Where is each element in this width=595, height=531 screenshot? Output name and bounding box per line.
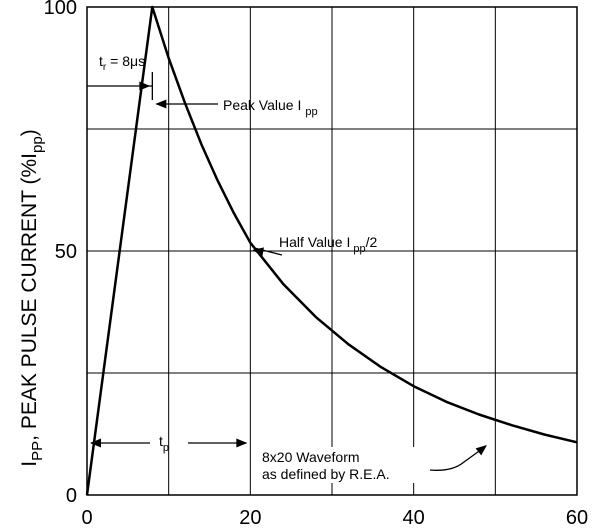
tp-right-arrow-head <box>236 438 248 448</box>
annotation-arrows <box>87 72 487 471</box>
y-tick-label: 0 <box>66 485 77 507</box>
x-tick-label: 60 <box>566 507 588 529</box>
waveform-label-line1: 8x20 Waveform <box>262 449 360 465</box>
tp-label: tp <box>159 433 169 454</box>
waveform-line <box>85 5 578 496</box>
y-tick-label: 50 <box>55 241 77 263</box>
x-tick-label: 0 <box>81 507 92 529</box>
waveform-arrow-head <box>475 445 487 456</box>
half-arrow-head <box>252 247 264 257</box>
x-tick-label: 20 <box>239 507 261 529</box>
waveform-leader-line <box>429 448 483 471</box>
waveform-label-line2: as defined by R.E.A. <box>262 466 390 482</box>
tick-labels: 0 20 40 60 0 50 100 <box>44 0 589 529</box>
y-axis-label: IPP, PEAK PULSE CURRENT (%Ipp) <box>18 129 46 466</box>
peak-arrow-head <box>155 99 167 109</box>
plot-frame <box>86 6 578 496</box>
plot-border <box>86 6 578 496</box>
waveform-label-bg <box>258 447 428 483</box>
curve-group <box>85 5 578 496</box>
y-tick-label: 100 <box>44 0 77 19</box>
x-tick-label: 40 <box>403 507 425 529</box>
tr-label: tr = 8μs <box>99 53 145 73</box>
tr-arrow-head <box>139 81 151 91</box>
tp-left-arrow-head <box>90 438 101 448</box>
